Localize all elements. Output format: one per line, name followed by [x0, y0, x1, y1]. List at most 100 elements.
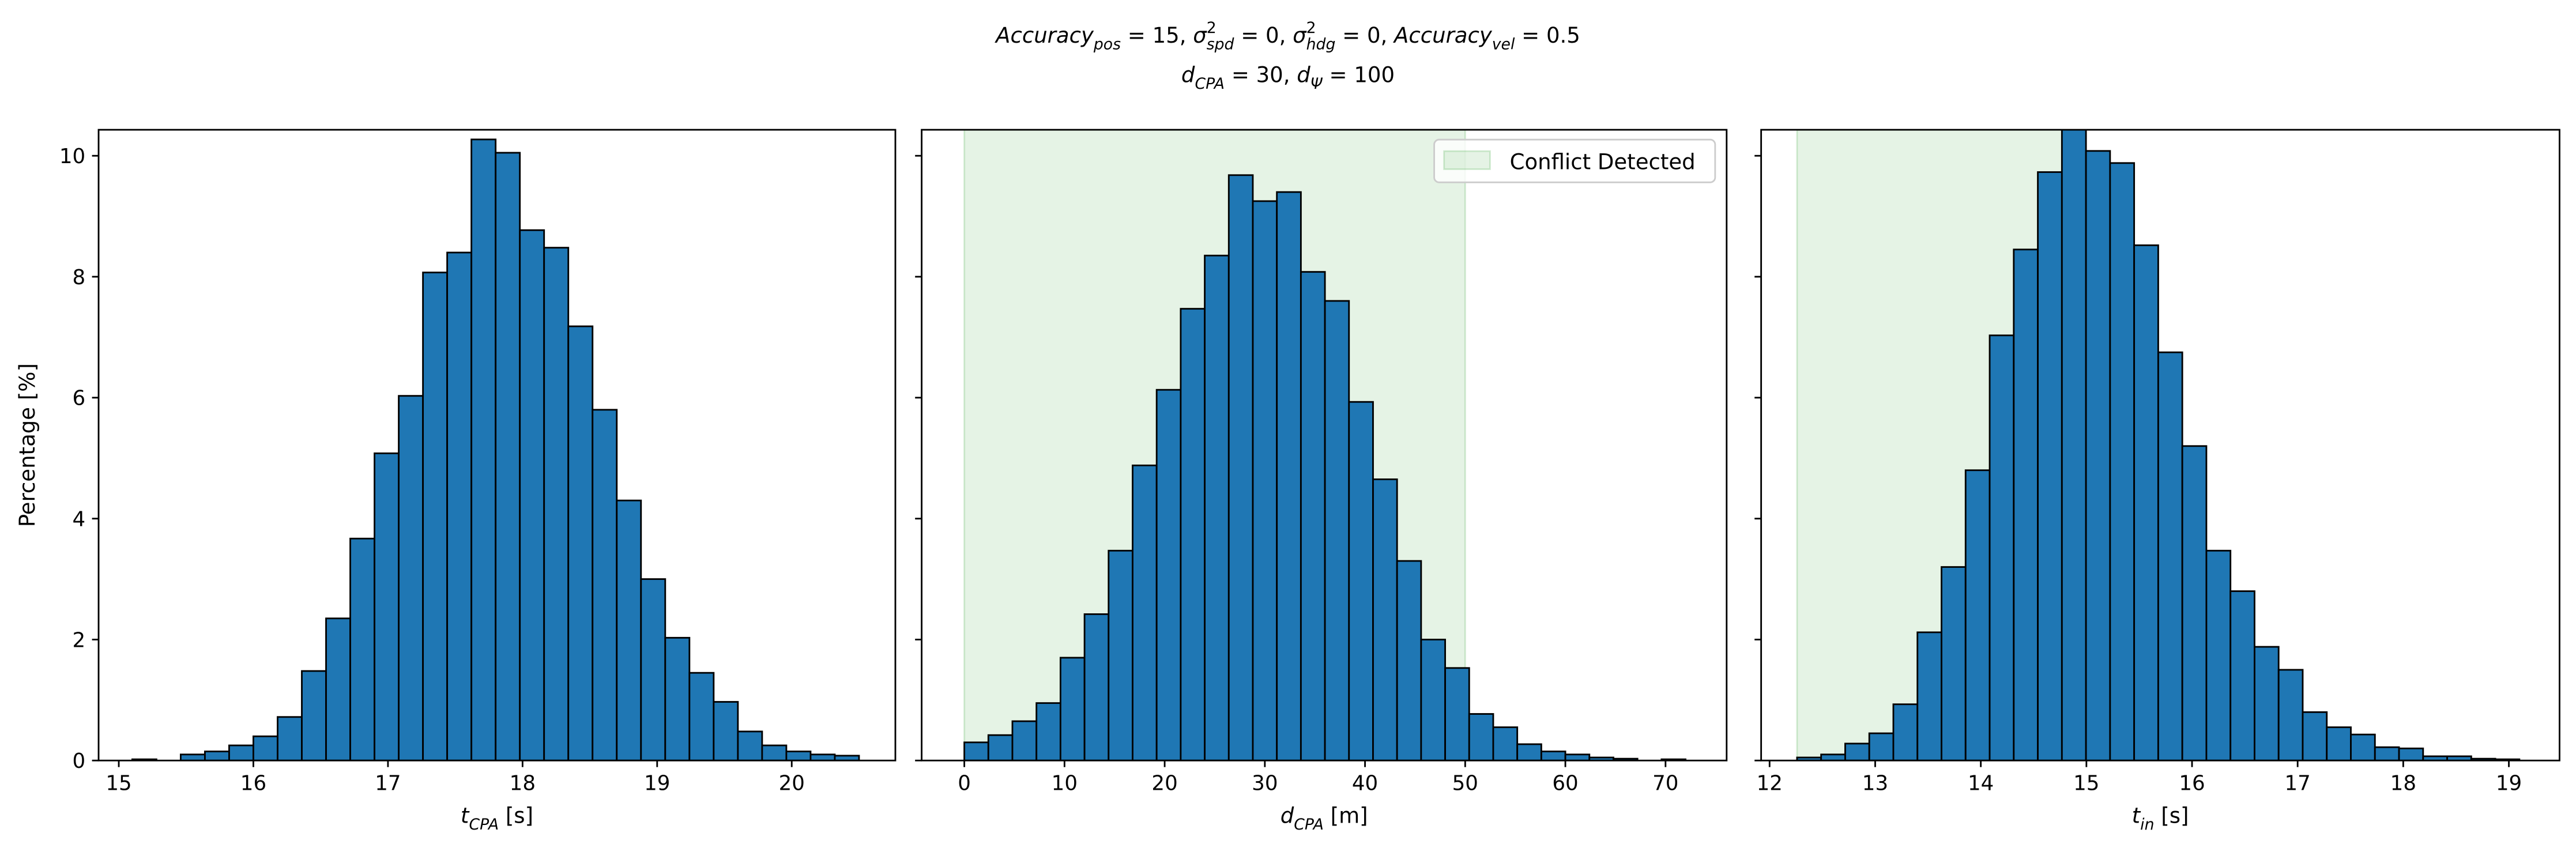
text-segment: vel [1492, 35, 1515, 53]
text-segment: Ψ [1310, 75, 1323, 93]
text-segment: = 15, [1121, 23, 1193, 48]
text-segment: t [2132, 804, 2141, 828]
bar [470, 138, 497, 761]
bar [1155, 389, 1182, 761]
bar [277, 716, 303, 761]
figure-title: Accuracypos = 15, σ2 spd = 0, σ2 hdg = 0, … [995, 19, 1580, 53]
bar [2277, 669, 2304, 761]
bar [592, 409, 618, 761]
bar [301, 670, 327, 761]
bar [1227, 174, 1254, 761]
y-axis-label: Percentage [%] [15, 363, 40, 527]
text-segment: pos [1093, 35, 1121, 53]
x-tick-label: 70 [1652, 772, 1678, 796]
bar [1468, 713, 1494, 761]
x-tick-label: 14 [1968, 772, 1994, 796]
x-tick-label: 40 [1352, 772, 1378, 796]
x-tick-label: 17 [2285, 772, 2311, 796]
x-tick-label: 16 [240, 772, 266, 796]
text-segment: 2 [1306, 19, 1316, 37]
bar [1613, 757, 1639, 761]
x-tick-label: 15 [2073, 772, 2099, 796]
panel: 0 10 20 30 40 50 60 70 dCPA [m] Conflict Detected [915, 129, 1728, 834]
bar [1964, 469, 1991, 761]
y-tick-label: 2 [73, 628, 86, 652]
bar [446, 251, 473, 761]
bar [519, 229, 545, 761]
bar [422, 272, 449, 761]
bar [1844, 742, 1870, 761]
bar [349, 537, 375, 761]
bar [374, 452, 400, 761]
text-segment: CPA [1195, 75, 1225, 93]
bar [761, 744, 788, 761]
x-tick-label: 16 [2179, 772, 2205, 796]
text-segment: Accuracy [995, 23, 1094, 48]
x-tick-label: 17 [375, 772, 401, 796]
y-tick-label: 6 [73, 387, 86, 410]
text-segment: 2 [1207, 19, 1217, 37]
x-tick-label: 12 [1757, 772, 1783, 796]
text-segment: t [461, 804, 470, 828]
bar [1492, 726, 1519, 761]
bar [1276, 191, 1302, 761]
bar [2157, 351, 2183, 761]
bar [1324, 300, 1350, 761]
bar [495, 152, 521, 761]
bar [1941, 566, 1967, 761]
plot-area [131, 138, 860, 761]
x-tick-label: 18 [2390, 772, 2416, 796]
text-segment: = 0.5 [1515, 23, 1580, 48]
text-segment: σ [1293, 23, 1307, 48]
y-tick-label: 4 [73, 507, 86, 531]
x-tick-label: 50 [1452, 772, 1478, 796]
bar [987, 734, 1014, 761]
bar [2181, 445, 2208, 761]
bar [834, 755, 860, 761]
bar [204, 751, 230, 761]
bar [2205, 549, 2232, 761]
bar [713, 701, 739, 761]
x-axis-label: tin [s] [2132, 804, 2189, 834]
text-segment: = 100 [1323, 62, 1395, 87]
bar [1035, 702, 1061, 761]
legend-patch [1443, 150, 1491, 170]
bar [1300, 271, 1326, 761]
bar [1444, 667, 1470, 761]
bar [1083, 613, 1110, 761]
bar [1204, 254, 1230, 761]
panel: 12 13 14 15 16 17 18 19 tin [s] [1754, 129, 2560, 834]
bar [785, 751, 812, 761]
bar [688, 672, 715, 761]
bar [640, 578, 666, 761]
bar [2326, 726, 2352, 761]
bar [325, 617, 351, 761]
bar [1868, 732, 1895, 761]
x-axis-label: dCPA [m] [1281, 804, 1368, 834]
legend-frame [1433, 138, 1716, 183]
text-segment: d [1181, 62, 1195, 87]
bar [1516, 743, 1542, 761]
bar [1132, 464, 1158, 761]
x-tick-label: 30 [1252, 772, 1278, 796]
bar [2374, 746, 2400, 761]
text-segment: [s] [499, 804, 533, 828]
bar [2085, 150, 2111, 761]
bar [2061, 130, 2087, 761]
x-tick-label: 19 [2496, 772, 2522, 796]
bar [2350, 733, 2376, 761]
axes-frame [1760, 129, 2560, 761]
bar [1396, 560, 1422, 761]
bar [228, 744, 254, 761]
text-segment: spd [1207, 35, 1235, 53]
x-tick-label: 20 [1151, 772, 1177, 796]
bar [1916, 631, 1942, 761]
text-segment: hdg [1306, 35, 1336, 53]
x-tick-label: 0 [958, 772, 971, 796]
x-tick-label: 20 [779, 772, 805, 796]
bar [809, 753, 836, 761]
text-segment: = 0, [1234, 23, 1293, 48]
bar [1892, 703, 1919, 761]
bar [2133, 244, 2159, 761]
x-tick-label: 18 [510, 772, 536, 796]
